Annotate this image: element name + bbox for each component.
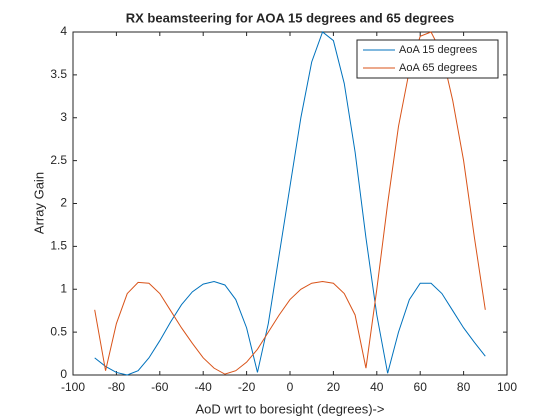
legend-box [356, 39, 499, 79]
x-tick-label: 20 [327, 380, 341, 394]
x-tick-label: -80 [108, 380, 126, 394]
y-tick-label: 0.5 [50, 324, 67, 338]
y-tick-label: 0 [60, 367, 67, 381]
x-tick-label: 0 [287, 380, 294, 394]
series-line [94, 31, 486, 376]
series-line [94, 31, 486, 375]
x-tick-label: -100 [61, 380, 85, 394]
x-tick-label: 40 [370, 380, 384, 394]
y-axis-label: Array Gain [31, 172, 46, 234]
x-tick-label: -60 [151, 380, 169, 394]
y-tick-label: 1.5 [50, 239, 67, 253]
y-tick-label: 3 [60, 110, 67, 124]
y-tick-label: 4 [60, 24, 67, 38]
x-tick-label: 60 [414, 380, 428, 394]
y-tick-label: 2.5 [50, 153, 67, 167]
x-tick-label: 100 [497, 380, 517, 394]
legend-label: AoA 65 degrees [399, 62, 478, 74]
chart-title: RX beamsteering for AOA 15 degrees and 6… [126, 10, 455, 25]
x-tick-label: -40 [195, 380, 213, 394]
y-tick-label: 1 [60, 281, 67, 295]
y-tick-label: 3.5 [50, 67, 67, 81]
x-tick-label: 80 [457, 380, 471, 394]
y-tick-label: 2 [60, 196, 67, 210]
x-tick-label: -20 [238, 380, 256, 394]
x-axis-label: AoD wrt to boresight (degrees)-> [196, 401, 385, 416]
legend-label: AoA 15 degrees [399, 44, 478, 56]
axes-box [72, 31, 508, 376]
